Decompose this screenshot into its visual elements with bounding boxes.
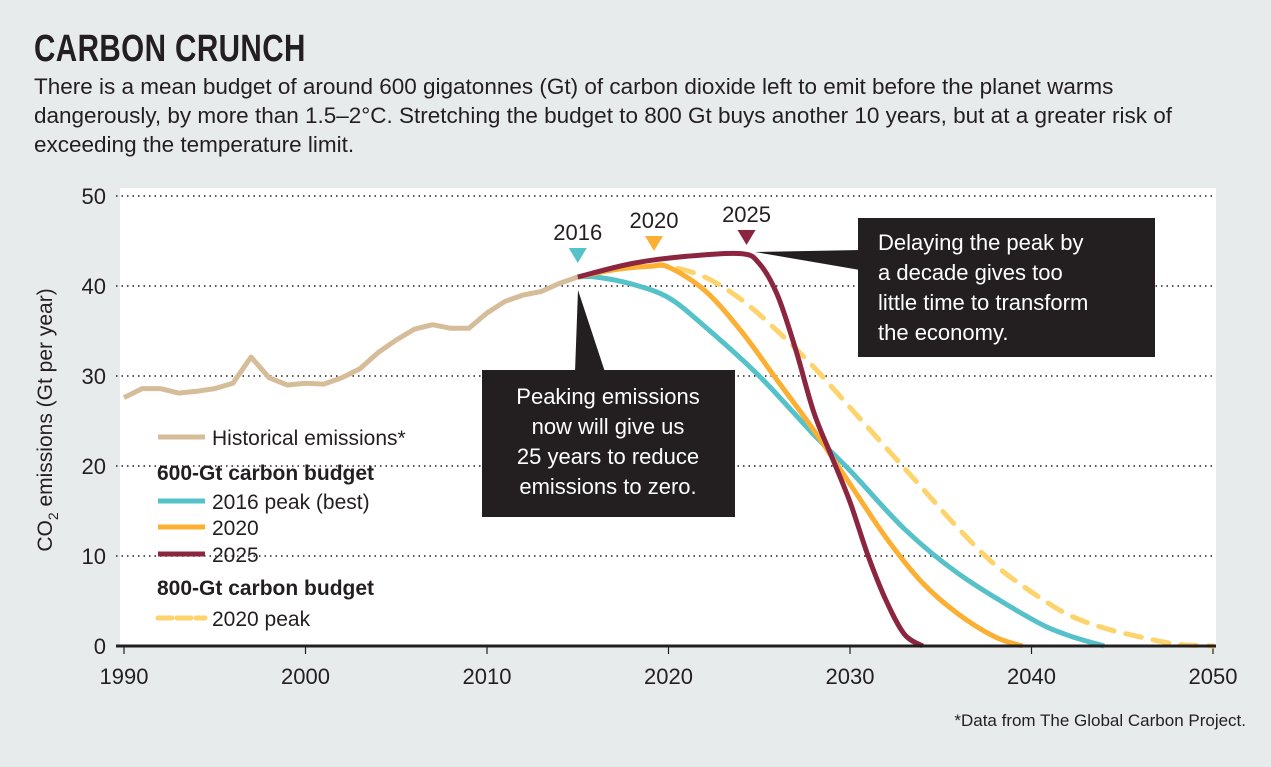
annotation-delay-decade: Delaying the peak by a decade gives too … [755,218,1155,357]
y-tick-label: 20 [82,454,106,479]
y-tick-label: 0 [94,634,106,659]
annotation-peak-now: Peaking emissions now will give us 25 ye… [482,290,735,517]
y-tick-label: 30 [82,364,106,389]
peak-marker-2025 [737,230,756,245]
legend-group-600: 600-Gt carbon budget [157,462,374,485]
y-tick-label: 40 [82,274,106,299]
x-tick-label: 1990 [100,664,149,689]
annotation-line: now will give us [532,414,685,439]
series-line-s2020 [577,262,1024,649]
annotation-pointer [755,250,860,270]
peak-marker-label: 2025 [722,202,771,227]
annotation-pointer [575,290,605,372]
legend-label-800: 2020 peak [212,608,311,631]
annotation-line: Delaying the peak by [878,230,1083,255]
annotation-line: a decade gives too [878,260,1063,285]
chart-title: CARBON CRUNCH [34,28,306,70]
legend: Historical emissions* 600-Gt carbon budg… [155,427,406,631]
legend-label-2016: 2016 peak (best) [212,491,370,514]
peak-marker-label: 2020 [630,208,679,233]
legend-label-historical: Historical emissions* [212,427,406,450]
legend-group-800: 800-Gt carbon budget [157,577,374,600]
peak-marker-2020 [644,236,663,251]
x-tick-label: 2010 [463,664,512,689]
x-tick-label: 2040 [1007,664,1056,689]
annotation-line: Peaking emissions [516,384,699,409]
chart-subtitle: There is a mean budget of around 600 gig… [34,74,1173,157]
annotation-line: the economy. [878,320,1008,345]
peak-marker-2016 [568,248,587,263]
x-tick-label: 2030 [826,664,875,689]
legend-label-2020: 2020 [212,517,259,540]
annotation-line: 25 years to reduce [517,444,699,469]
x-tick-label: 2020 [644,664,693,689]
x-tick-label: 2050 [1189,664,1238,689]
legend-label-2025: 2025 [212,544,259,567]
peak-marker-label: 2016 [553,220,602,245]
series-line-s2025 [577,250,924,649]
footnote: *Data from The Global Carbon Project. [954,711,1246,730]
series-line-s2016 [577,273,1105,649]
annotation-line: little time to transform [878,290,1088,315]
y-axis-label: CO2 emissions (Gt per year) [34,288,61,551]
y-tick-label: 50 [82,184,106,209]
series-line-historical [122,274,579,400]
x-tick-label: 2000 [281,664,330,689]
annotation-line: emissions to zero. [519,474,696,499]
annotation-box [858,218,1155,357]
annotation-box [482,370,735,517]
y-tick-label: 10 [82,544,106,569]
series-line-s800 [647,262,1216,649]
